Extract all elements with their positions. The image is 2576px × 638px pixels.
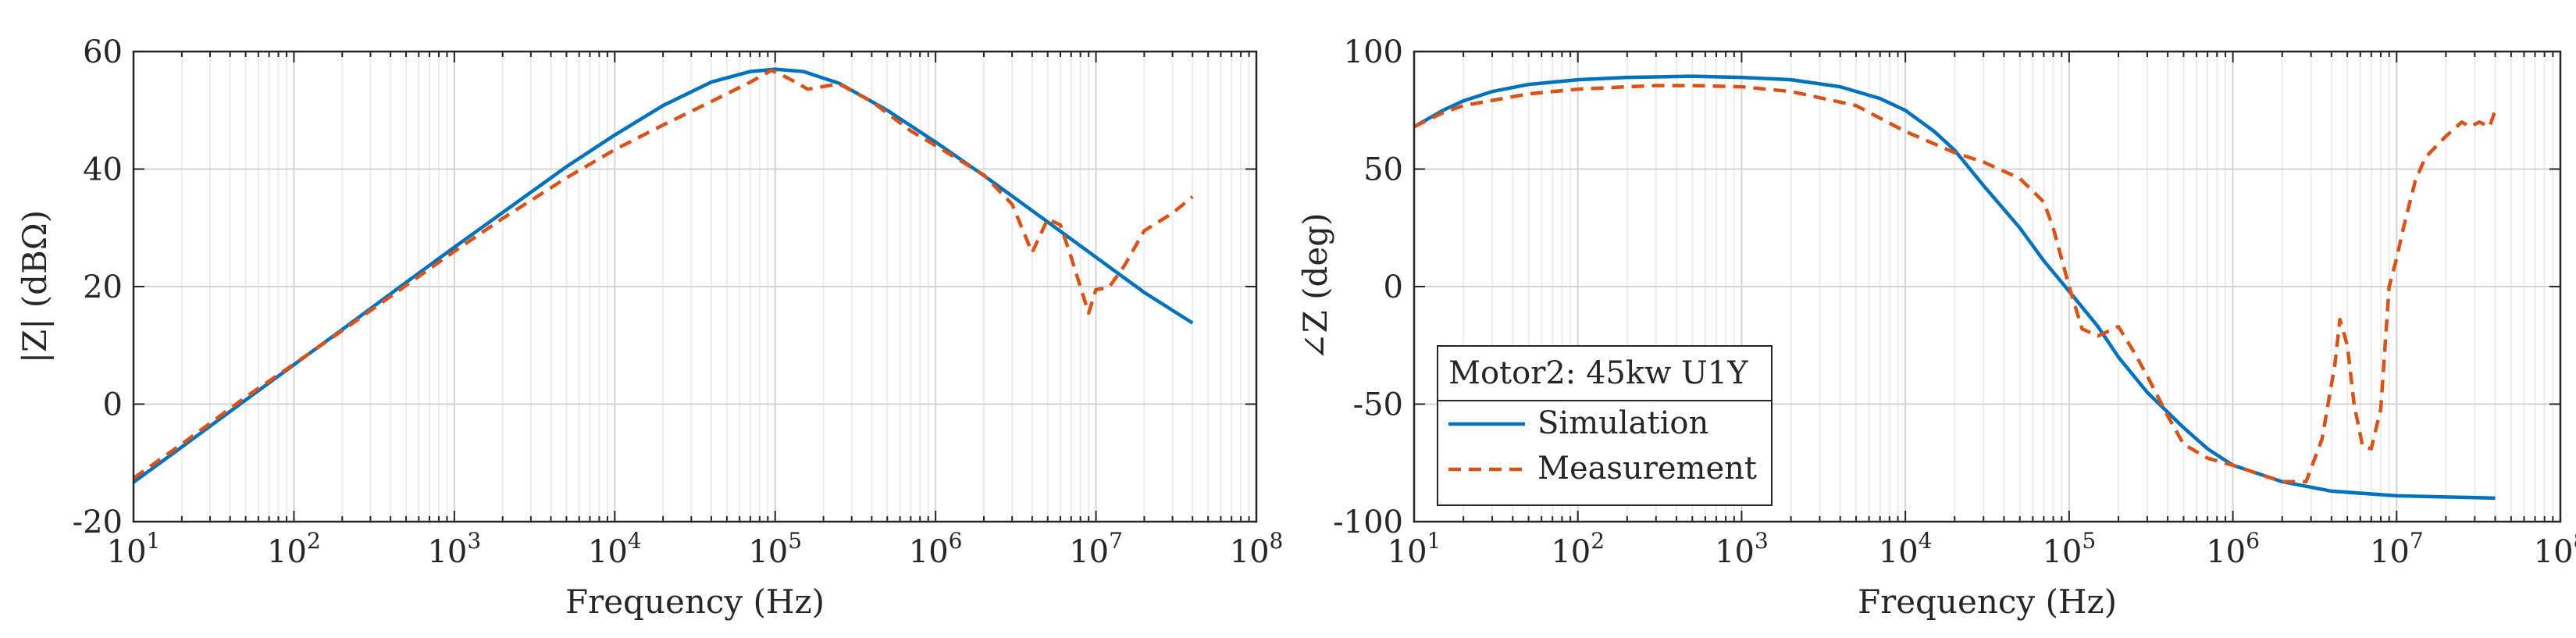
x-tick-label: 102 [267, 528, 321, 570]
magnitude-chart: 101 102 103 104 105 106 107 108 -20 0 20 40 60 Freque… [16, 34, 1283, 621]
grid [133, 51, 1257, 522]
x-tick-label: 107 [1069, 528, 1123, 570]
x-tick-label: 104 [588, 528, 642, 570]
x-tick-label: 102 [1551, 528, 1605, 570]
x-axis-label: Frequency (Hz) [1858, 583, 2117, 621]
legend: Motor2: 45kw U1Y Simulation Measurement [1437, 345, 1773, 506]
y-tick-label: 0 [103, 387, 123, 423]
y-tick-label: 0 [1384, 269, 1403, 305]
phase-chart: 101 102 103 104 105 106 107 108 -100 -50 0 50 100 Fre… [1296, 34, 2576, 621]
x-tick-label: 104 [1879, 528, 1933, 570]
legend-label-simulation: Simulation [1537, 405, 1708, 441]
x-tick-label: 101 [1388, 528, 1441, 570]
measurement-line [1413, 84, 2497, 484]
simulation-line [1413, 74, 2496, 501]
x-tick-label: 105 [748, 528, 802, 570]
y-tick-label: -100 [1333, 504, 1403, 540]
legend-label-measurement: Measurement [1537, 451, 1757, 487]
axes [1413, 50, 2562, 523]
y-tick-label: -20 [73, 504, 123, 540]
x-tick-label: 103 [427, 528, 481, 570]
x-tick-label: 107 [2370, 528, 2424, 570]
x-tick-label: 108 [1230, 528, 1284, 570]
y-tick-label: -50 [1353, 387, 1403, 423]
x-tick-label: 106 [909, 528, 963, 570]
axes [132, 50, 1258, 523]
y-tick-label: 50 [1363, 152, 1403, 188]
legend-title: Motor2: 45kw U1Y [1448, 355, 1748, 391]
x-tick-label: 103 [1715, 528, 1769, 570]
grid [1413, 51, 2561, 522]
x-axis-label: Frequency (Hz) [565, 583, 825, 621]
y-axis-label: |Z| (dBΩ) [16, 210, 54, 363]
y-tick-label: 60 [83, 34, 123, 70]
x-tick-label: 108 [2534, 528, 2576, 570]
y-tick-label: 40 [83, 152, 123, 188]
y-tick-label: 100 [1344, 34, 1403, 70]
simulation-line [132, 67, 1194, 484]
x-tick-label: 106 [2206, 528, 2260, 570]
y-tick-label: 20 [83, 269, 123, 305]
y-axis-label: ∠Z (deg) [1296, 212, 1334, 360]
x-tick-label: 105 [2042, 528, 2096, 570]
measurement-line [132, 68, 1194, 480]
x-tick-label: 101 [107, 528, 161, 570]
